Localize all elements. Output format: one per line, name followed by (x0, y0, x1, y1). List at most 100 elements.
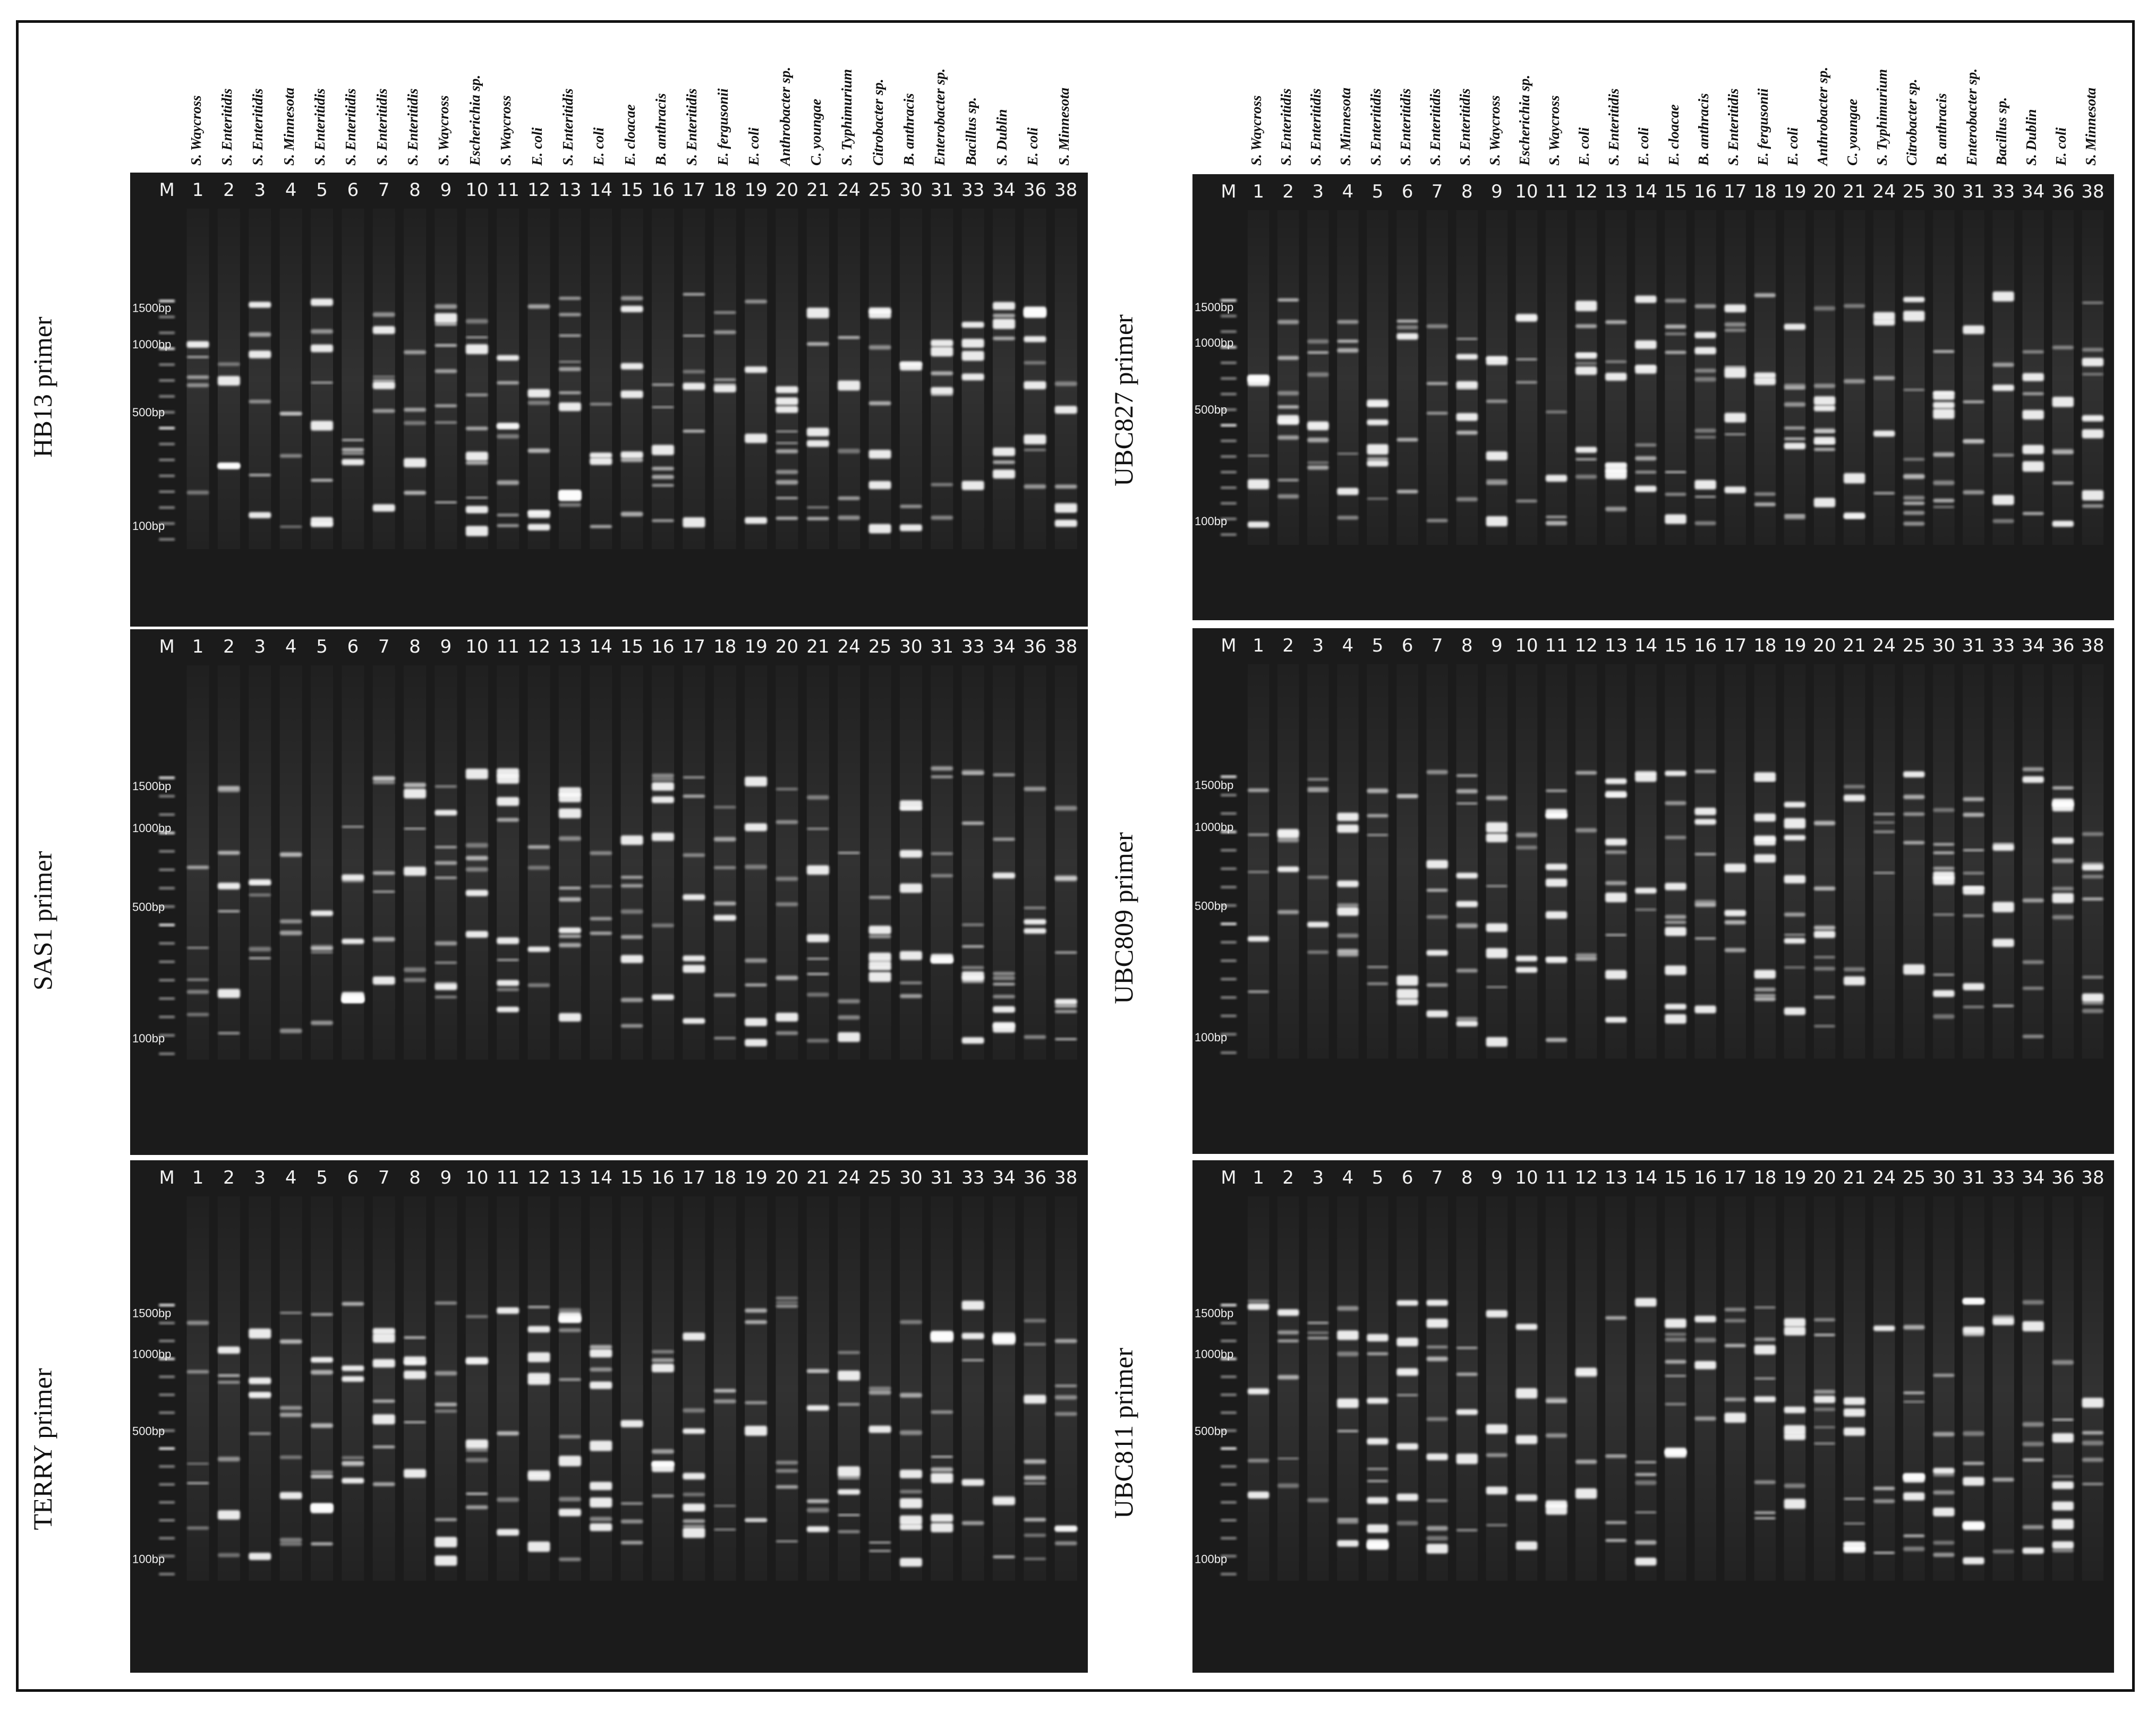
strain-label: S. Enteritidis (1308, 88, 1324, 166)
sample-lane (372, 1196, 395, 1581)
lane-number: 19 (745, 1167, 768, 1188)
sample-lane (279, 1196, 302, 1581)
sample-lane (465, 1196, 488, 1581)
lane-number: 18 (1753, 1167, 1776, 1188)
sample-lane (1426, 210, 1448, 545)
sample-lane (1337, 210, 1359, 545)
strain-label: S. Waycross (1248, 95, 1265, 166)
lane-number: 9 (1491, 635, 1503, 656)
ladder-size-label: 1000bp (132, 821, 171, 835)
lane-number: 17 (1724, 181, 1746, 202)
lane-number: 24 (1873, 181, 1896, 202)
lane-number: 31 (931, 1167, 953, 1188)
lane-number: 13 (1605, 1167, 1627, 1188)
lane-number: 7 (1431, 1167, 1443, 1188)
sample-lane (2082, 210, 2104, 545)
sample-lane (186, 665, 209, 1060)
sample-lane (1903, 664, 1925, 1059)
sample-lane (683, 665, 705, 1060)
sample-lane (1843, 664, 1865, 1059)
lane-number: 8 (409, 1167, 421, 1188)
sample-lane (1724, 664, 1746, 1059)
sample-lane (2082, 1196, 2104, 1581)
lane-number: 20 (1813, 635, 1836, 656)
lane-number: 6 (347, 179, 359, 201)
sample-lane (1307, 1196, 1329, 1581)
marker-ladder-lane (1221, 1304, 1237, 1576)
sample-lane (311, 209, 334, 550)
primer-label-terry: TERRY primer (28, 1368, 57, 1530)
sample-lane (1426, 664, 1448, 1059)
sample-lane (1933, 1196, 1955, 1581)
lane-number: 6 (1402, 1167, 1413, 1188)
sample-lane (713, 1196, 736, 1581)
lane-number: 30 (899, 636, 922, 657)
ladder-size-label: 500bp (132, 901, 165, 914)
ladder-size-label: 1500bp (1195, 301, 1233, 314)
lane-number: 10 (465, 179, 488, 201)
lane-number-marker: M (159, 179, 175, 201)
sample-lane (868, 665, 891, 1060)
sample-lane (1054, 1196, 1077, 1581)
sample-lane (1054, 209, 1077, 550)
figure-frame (16, 20, 2135, 1692)
lane-number: 30 (899, 179, 922, 201)
sample-lane (1694, 664, 1716, 1059)
ladder-size-label: 1500bp (1195, 778, 1233, 792)
lane-number: 34 (2022, 635, 2044, 656)
lane-number: 34 (2022, 181, 2044, 202)
sample-lane (1665, 210, 1686, 545)
lane-number: 5 (316, 636, 328, 657)
lane-number: 20 (776, 1167, 798, 1188)
gel-panel-hb13: M 1 2 3 4 5 6 7 8 9 10 11 12 13 14 15 16 17 18 19 20 21 24 25 30… (130, 173, 1088, 627)
lane-number: 30 (1932, 1167, 1955, 1188)
sample-lane (1515, 1196, 1538, 1581)
sample-lane (217, 209, 240, 550)
lane-number: 34 (2022, 1167, 2044, 1188)
lane-number: 11 (497, 179, 519, 201)
lane-number: 36 (2051, 635, 2074, 656)
lane-number: 18 (1753, 181, 1776, 202)
strain-label: S. Enteritidis (1427, 88, 1443, 166)
sample-lane (311, 665, 334, 1060)
sample-lane (683, 1196, 705, 1581)
lane-number: 34 (992, 179, 1015, 201)
sample-lane (931, 665, 953, 1060)
sample-lane (1635, 1196, 1657, 1581)
sample-lane (590, 1196, 612, 1581)
gel-image: M 1 2 3 4 5 6 7 8 9 10 11 12 13 14 15 16 17 18 19 20 21 24 25 30… (1195, 181, 2104, 545)
lane-number: 16 (1694, 635, 1717, 656)
lane-number: 2 (223, 179, 235, 201)
lane-number: 21 (806, 1167, 829, 1188)
ladder-size-label: 1000bp (1195, 1348, 1233, 1361)
sample-lane (1456, 1196, 1478, 1581)
strain-label: Bacillus sp. (1993, 97, 2009, 166)
ladder-size-label: 500bp (1195, 1424, 1227, 1437)
lane-number: 25 (1903, 635, 1925, 656)
lane-number: 14 (590, 636, 612, 657)
sample-lane (1694, 1196, 1716, 1581)
lane-number: 20 (776, 179, 798, 201)
lane-number: 12 (1575, 181, 1598, 202)
marker-ladder-lane (1221, 299, 1237, 536)
lane-number: 20 (1813, 1167, 1836, 1188)
lane-number: 8 (1461, 635, 1473, 656)
sample-lane (652, 665, 675, 1060)
sample-lane (993, 209, 1016, 550)
strain-label: S. Enteritidis (1725, 88, 1741, 166)
lane-number: 36 (1024, 636, 1046, 657)
sample-lane (186, 1196, 209, 1581)
lane-number: 31 (931, 179, 953, 201)
strain-label: B. anthracis (1695, 93, 1711, 166)
sample-lane (1277, 664, 1299, 1059)
right-strain-labels: S. Waycross S. Enteritidis S. Enteritidis S… (0, 0, 2156, 175)
sample-lane (1635, 210, 1657, 545)
sample-lane (931, 1196, 953, 1581)
lane-number: 24 (1873, 1167, 1896, 1188)
lane-number: 7 (378, 179, 390, 201)
sample-lane (776, 665, 798, 1060)
lane-number-marker: M (1221, 635, 1236, 656)
lane-number: 31 (1962, 181, 1985, 202)
lane-number: 2 (223, 1167, 235, 1188)
lane-number: 36 (1024, 1167, 1046, 1188)
